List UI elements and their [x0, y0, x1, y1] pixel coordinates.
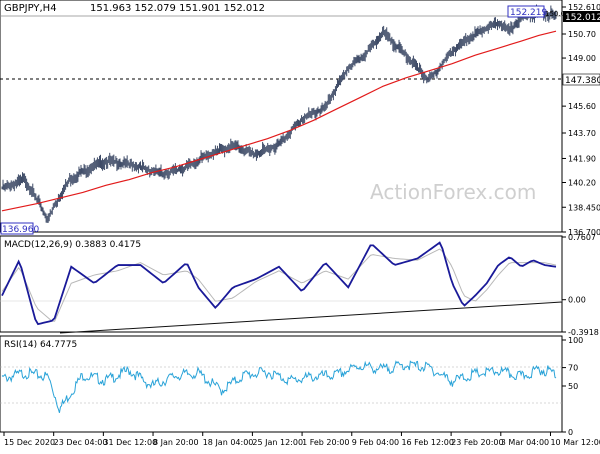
price-tick-label: 140.20 — [568, 179, 596, 188]
high-label: 152.219 — [507, 5, 547, 18]
rsi-line — [1, 360, 557, 413]
rsi-tick-label: 50 — [568, 382, 578, 391]
macd-title: MACD(12,26,9) 0.3883 0.4175 — [4, 240, 141, 250]
macd-line — [1, 241, 557, 326]
macd-series — [1, 241, 557, 326]
watermark: ActionForex.com — [370, 180, 536, 204]
rsi-series — [1, 360, 557, 413]
low-label: 136.960 — [0, 222, 39, 235]
level-price-text: 147.380 — [565, 76, 600, 86]
macd-tick-label: 0.00 — [568, 296, 586, 305]
price-tick-label: 138.450 — [568, 203, 600, 212]
high-label-text: 152.219 — [510, 8, 547, 18]
price-axis: 152.610 150.70 149.00 145.60 143.70 141.90 140… — [562, 3, 600, 237]
price-panel: GBPJPY,H4 151.963 152.079 151.901 152.01… — [0, 0, 600, 237]
low-label-text: 136.960 — [2, 225, 39, 235]
symbol-header: GBPJPY,H4 — [4, 3, 57, 14]
rsi-tick-label: 0 — [568, 428, 573, 437]
price-tick-label: 145.60 — [568, 102, 596, 111]
time-tick-label: 16 Feb 12:00 — [401, 438, 453, 447]
rsi-panel: RSI(14) 64.7775 100 70 50 0 — [0, 335, 583, 437]
time-tick-label: 3 Mar 04:00 — [501, 438, 549, 447]
moving-average-line — [1, 30, 557, 212]
time-tick-label: 31 Dec 12:00 — [103, 438, 157, 447]
macd-panel-frame — [0, 235, 563, 333]
time-tick-label: 9 Feb 04:00 — [352, 438, 399, 447]
price-tick-label: 149.00 — [568, 54, 596, 63]
small-level-label: 150.0 — [545, 10, 565, 18]
rsi-title: RSI(14) 64.7775 — [4, 340, 77, 350]
current-price-text: 152.012 — [565, 13, 600, 23]
time-tick-label: 23 Feb 20:00 — [451, 438, 503, 447]
rsi-tick-label: 70 — [568, 364, 578, 373]
rsi-tick-label: 100 — [568, 336, 583, 345]
time-tick-label: 15 Dec 2020 — [4, 438, 55, 447]
macd-trendline — [59, 301, 563, 334]
time-tick-label: 23 Dec 04:00 — [54, 438, 108, 447]
macd-panel: MACD(12,26,9) 0.3883 0.4175 0.7607 0.00 -0… — [0, 233, 599, 337]
price-tick-label: 150.70 — [568, 30, 596, 39]
price-tick-label: 143.70 — [568, 129, 596, 138]
time-tick-label: 25 Jan 12:00 — [252, 438, 303, 447]
time-tick-label: 10 Mar 12:00 — [550, 438, 600, 447]
macd-tick-label: -0.3918 — [568, 328, 599, 337]
macd-signal-line — [1, 248, 557, 322]
time-tick-label: 8 Jan 20:00 — [153, 438, 199, 447]
rsi-axis: 100 70 50 0 — [562, 336, 583, 437]
time-tick-label: 18 Jan 04:00 — [203, 438, 254, 447]
rsi-panel-frame — [0, 335, 563, 433]
time-tick-label: 1 Feb 20:00 — [302, 438, 349, 447]
current-price-box: 152.012 — [563, 11, 600, 23]
price-series — [1, 4, 557, 223]
macd-axis: 0.7607 0.00 -0.3918 — [562, 233, 599, 337]
macd-tick-label: 0.7607 — [568, 233, 596, 242]
price-tick-label: 141.90 — [568, 154, 596, 163]
level-price-box: 147.380 — [562, 73, 600, 86]
ohlc-values: 151.963 152.079 151.901 152.012 — [90, 3, 265, 14]
price-tick-label: 136.700 — [568, 228, 600, 237]
price-tick-label: 152.610 — [568, 3, 600, 12]
